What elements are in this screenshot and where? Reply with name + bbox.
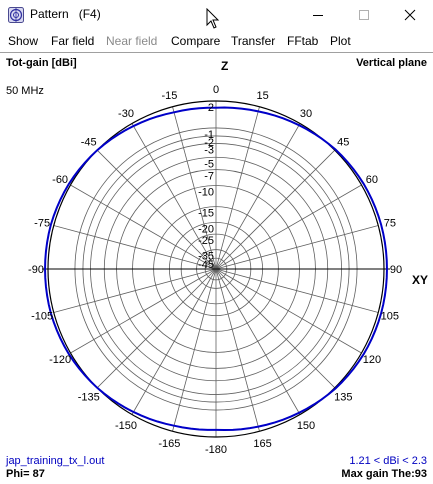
close-icon [404, 9, 416, 21]
angle-tick-label: -150 [115, 420, 137, 432]
polar-plot-area[interactable]: 2 -2 -1 -3 -5 -7 -10 -15 -20 -25 -35 -45 0 -15 -30 -45-… [0, 52, 433, 484]
radial-tick-label: -5 [204, 158, 214, 170]
angle-tick-label: 30 [300, 108, 312, 120]
gain-pattern-trace [44, 106, 388, 432]
window-title: Pattern (F4) [30, 7, 101, 21]
radial-tick-label: -35 [198, 251, 214, 263]
radial-tick-label: 2 [208, 102, 214, 114]
angle-tick-label: -180 [205, 444, 227, 456]
phi-label: Phi= 87 [6, 468, 45, 480]
angle-tick-label: -120 [49, 354, 71, 366]
max-gain-label: Max gain The:93 [341, 468, 427, 480]
angle-tick-label: -30 [118, 108, 134, 120]
radial-tick-label: -3 [204, 144, 214, 156]
menu-plot[interactable]: Plot [330, 34, 351, 48]
grid-spoke [215, 106, 260, 270]
radial-tick-label: -2 [204, 137, 214, 149]
title-bar: Pattern (F4) [0, 0, 433, 30]
grid-spoke [53, 268, 217, 313]
menu-show[interactable]: Show [8, 34, 39, 48]
close-button[interactable] [387, 0, 433, 30]
angle-tick-label: -45 [81, 137, 97, 149]
angle-tick-label: 15 [256, 90, 268, 102]
antenna-pattern-icon[interactable] [8, 7, 24, 23]
grid-spoke [215, 184, 362, 270]
minimize-button[interactable] [295, 0, 341, 30]
mouse-cursor-icon [206, 8, 220, 29]
grid-spoke [53, 225, 217, 270]
grid-spoke [70, 184, 217, 270]
grid-spoke [96, 149, 217, 270]
menu-compare[interactable]: Compare [171, 34, 221, 48]
plane-label: Vertical plane [356, 57, 427, 69]
radial-tick-label: -1 [204, 129, 214, 141]
angle-tick-label: 105 [381, 311, 399, 323]
menu-transfer[interactable]: Transfer [231, 34, 276, 48]
gain-range-label: 1.21 < dBi < 2.3 [349, 455, 427, 467]
angle-tick-label: 150 [297, 420, 315, 432]
radial-tick-label: -10 [198, 187, 214, 199]
radial-tick-label: -15 [198, 208, 214, 220]
frequency-label: 50 MHz [6, 85, 44, 97]
radial-tick-label: -25 [198, 235, 214, 247]
grid-spoke [131, 123, 217, 270]
menu-near-field[interactable]: Near field [106, 34, 158, 48]
grid-spoke [172, 268, 217, 432]
grid-spoke [96, 268, 217, 389]
angle-tick-label: -105 [31, 311, 53, 323]
maximize-button[interactable] [341, 0, 387, 30]
radial-tick-label: -20 [198, 223, 214, 235]
angle-tick-label: 165 [253, 438, 271, 450]
angle-tick-label: 60 [366, 174, 378, 186]
grid-spoke [215, 123, 301, 270]
gain-unit-label: Tot-gain [dBi] [6, 57, 77, 69]
radial-tick-label: -7 [204, 171, 214, 183]
menu-bar: Show Far field Near field Compare Transf… [0, 30, 433, 52]
angle-tick-label: 120 [363, 354, 381, 366]
angle-tick-label: -165 [158, 438, 180, 450]
angle-tick-label: 45 [337, 137, 349, 149]
angle-tick-label: 75 [384, 217, 396, 229]
grid-spoke [215, 268, 379, 313]
radial-tick-label: -45 [198, 259, 214, 271]
maximize-icon [359, 10, 369, 20]
angle-tick-label: 0 [213, 84, 219, 96]
filename-label: jap_training_tx_l.out [6, 455, 105, 467]
grid-spoke [215, 268, 336, 389]
polar-chart: 2-2-1-3-5-7-10-15-20-25-35-450-15-30-45-… [28, 84, 402, 456]
grid-spoke [215, 225, 379, 270]
xy-axis-label: XY [412, 273, 429, 287]
angle-tick-label: -90 [28, 264, 44, 276]
grid-spoke [70, 268, 217, 354]
z-axis-label: Z [221, 59, 229, 73]
grid-spoke [131, 268, 217, 415]
angle-tick-label: 135 [334, 391, 352, 403]
grid-spoke [215, 268, 260, 432]
grid-spoke [215, 149, 336, 270]
grid-spoke [172, 106, 217, 270]
angle-tick-label: 90 [390, 264, 402, 276]
menu-fftab[interactable]: FFtab [287, 34, 319, 48]
angle-tick-label: -60 [52, 174, 68, 186]
menu-far-field[interactable]: Far field [51, 34, 95, 48]
angle-tick-label: -75 [34, 217, 50, 229]
angle-tick-label: -15 [161, 90, 177, 102]
angle-tick-label: -135 [78, 391, 100, 403]
grid-spoke [215, 268, 301, 415]
minimize-icon [313, 15, 323, 16]
grid-spoke [215, 268, 362, 354]
